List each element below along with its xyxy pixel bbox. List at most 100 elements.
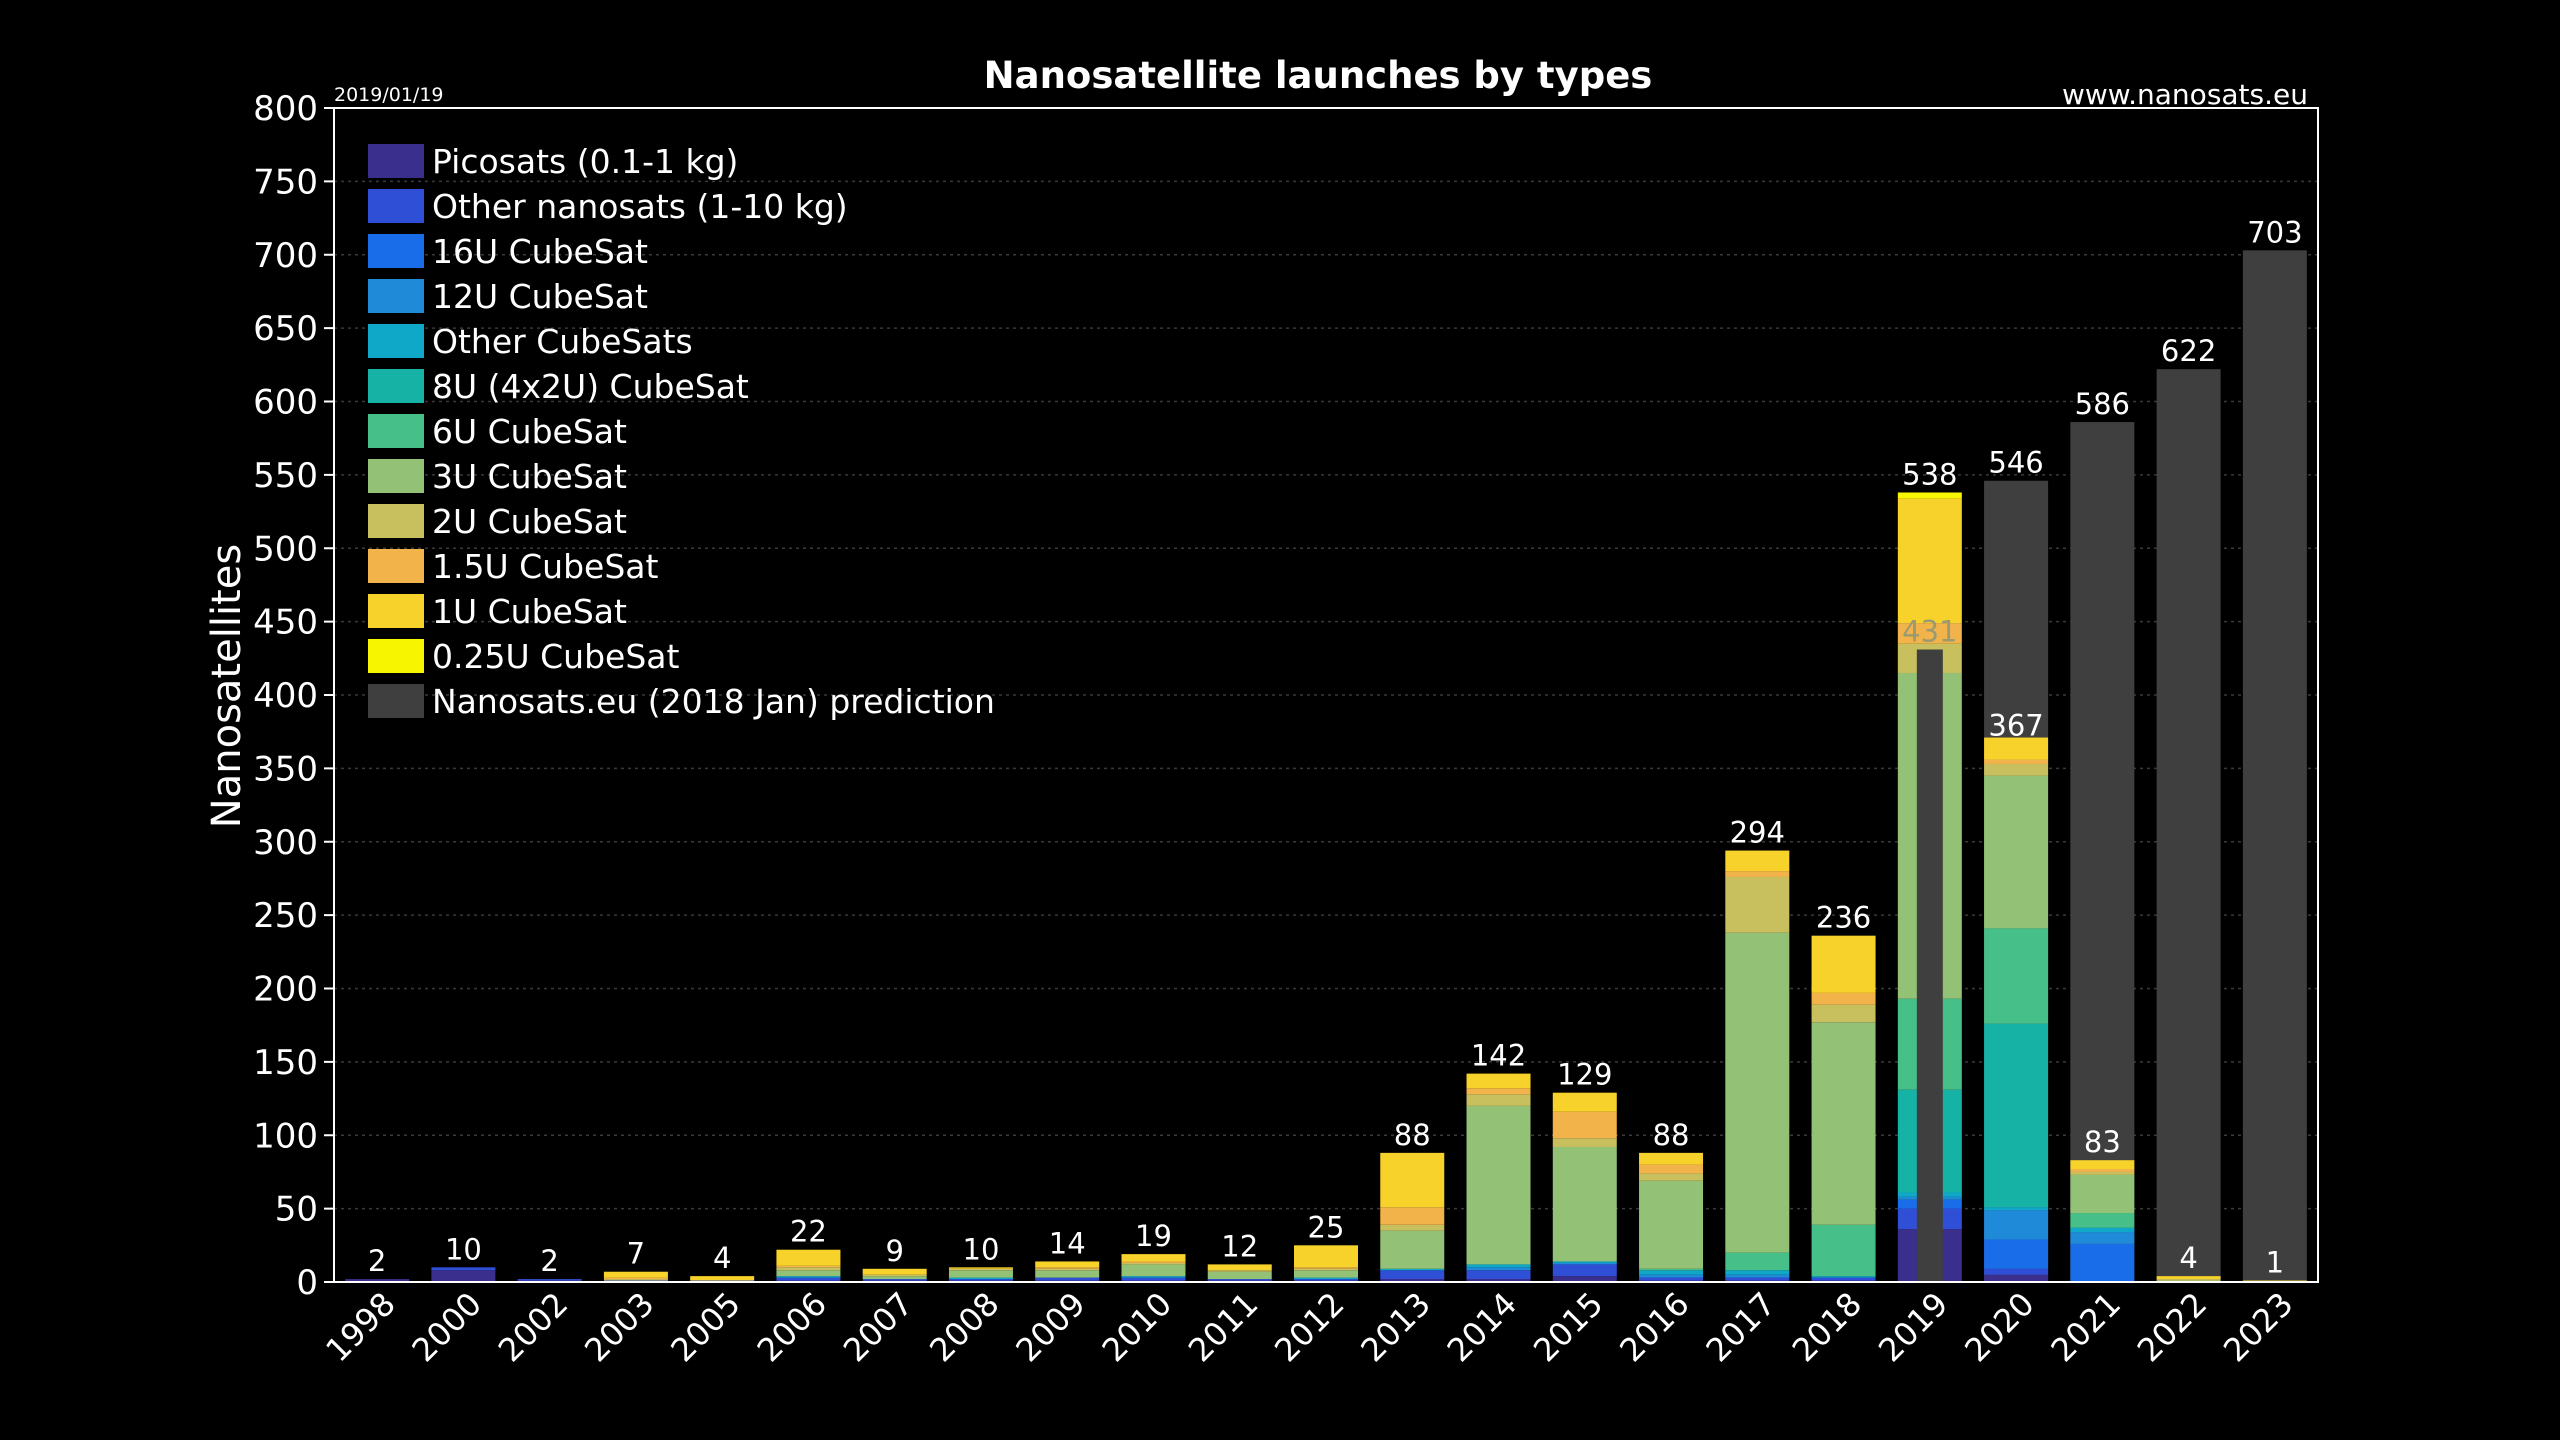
total-label: 88: [1653, 1118, 1690, 1152]
total-label: 22: [790, 1215, 827, 1249]
bar-segment: [1294, 1279, 1358, 1281]
bar-segment: [2070, 1227, 2135, 1233]
x-tick-label: 2016: [1612, 1285, 1696, 1369]
bar-segment: [1811, 1224, 1876, 1277]
bar-segment: [862, 1274, 927, 1277]
bar-segment: [1035, 1268, 1100, 1271]
bar-segment: [1035, 1267, 1100, 1269]
chart-source: www.nanosats.eu: [2062, 78, 2308, 111]
legend-label: 6U CubeSat: [432, 412, 627, 451]
legend-label: 12U CubeSat: [432, 277, 648, 316]
x-tick-label: 2020: [1957, 1285, 2041, 1369]
bar-segment: [1552, 1138, 1617, 1147]
x-tick-label: 2022: [2130, 1285, 2214, 1369]
total-label: 2: [368, 1244, 386, 1278]
bar-segment: [1466, 1105, 1531, 1265]
total-label: 12: [1221, 1229, 1258, 1263]
legend: Picosats (0.1-1 kg) Other nanosats (1-10 …: [368, 142, 995, 721]
bar-segment: [1466, 1270, 1531, 1280]
prediction-label: 546: [1988, 446, 2043, 480]
prediction-bar: [2156, 369, 2221, 1283]
y-tick-label: 650: [253, 309, 318, 349]
bar-segment: [431, 1270, 496, 1282]
bar-segment: [1984, 1023, 2049, 1208]
x-tick-label: 2015: [1526, 1285, 1610, 1369]
bar-segment: [2156, 1279, 2221, 1281]
bar-segment: [1380, 1152, 1445, 1208]
total-label: 236: [1816, 901, 1871, 935]
bar-segment: [1639, 1268, 1704, 1271]
x-tick-label: 2021: [2044, 1285, 2128, 1369]
bar-segment: [2156, 1276, 2221, 1280]
bar-segment: [1639, 1173, 1704, 1181]
legend-swatch: [368, 324, 424, 358]
bar-segment: [1294, 1277, 1358, 1280]
bar-segment: [1121, 1264, 1186, 1277]
legend-swatch: [368, 549, 424, 583]
x-tick-label: 2002: [491, 1285, 575, 1369]
legend-label: 1U CubeSat: [432, 592, 627, 631]
bar-segment: [1380, 1230, 1445, 1269]
bar-segment: [1984, 1210, 2049, 1240]
bar-segment: [1811, 1022, 1876, 1225]
bar-segment: [1552, 1111, 1617, 1139]
y-tick-label: 600: [253, 383, 318, 423]
prediction-bar: [2242, 250, 2307, 1282]
legend-label: Other nanosats (1-10 kg): [432, 187, 848, 226]
bar-segment: [948, 1279, 1013, 1281]
total-label: 294: [1730, 816, 1785, 850]
y-tick-label: 50: [275, 1190, 318, 1230]
y-tick-label: 500: [253, 529, 318, 569]
bar-segment: [1294, 1245, 1358, 1268]
bar-segment: [1984, 1268, 2049, 1275]
bar-segment: [690, 1276, 755, 1281]
bar-segment: [1811, 1276, 1876, 1278]
y-tick-label: 250: [253, 896, 318, 936]
y-tick-label: 100: [253, 1116, 318, 1156]
legend-label: 0.25U CubeSat: [432, 637, 679, 676]
x-tick-label: 2017: [1699, 1285, 1783, 1369]
y-tick-label: 150: [253, 1043, 318, 1083]
legend-swatch: [368, 594, 424, 628]
total-label: 2: [540, 1244, 558, 1278]
bar-segment: [1897, 623, 1962, 644]
y-tick-label: 450: [253, 603, 318, 643]
bar-segment: [1121, 1254, 1186, 1262]
bar-segment: [603, 1279, 668, 1281]
total-label: 142: [1471, 1039, 1526, 1073]
bar-segment: [1811, 1004, 1876, 1023]
bar-segment: [1725, 876, 1790, 933]
legend-label: Nanosats.eu (2018 Jan) prediction: [432, 682, 995, 721]
bar-segment: [1984, 759, 2049, 764]
bar-segment: [948, 1277, 1013, 1280]
bar-segment: [776, 1270, 841, 1277]
bar-segment: [862, 1279, 927, 1281]
bar-segment: [776, 1267, 841, 1271]
prediction-label: 431: [1902, 615, 1957, 649]
bar-segment: [776, 1277, 841, 1281]
total-label: 10: [963, 1232, 1000, 1266]
bar-segment: [1725, 850, 1790, 872]
bar-segment: [948, 1267, 1013, 1269]
bar-segment: [776, 1276, 841, 1278]
bar-segment: [1984, 737, 2049, 760]
bar-segment: [1294, 1267, 1358, 1269]
legend-swatch: [368, 189, 424, 223]
bar-segment: [1811, 992, 1876, 1005]
x-tick-label: 2012: [1267, 1285, 1351, 1369]
bar-segment: [1294, 1268, 1358, 1271]
bar-segment: [1552, 1262, 1617, 1265]
bar-segment: [1552, 1146, 1617, 1262]
legend-swatch: [368, 684, 424, 718]
bar-segment: [2070, 1213, 2135, 1228]
legend-label: 16U CubeSat: [432, 232, 648, 271]
x-tick-label: 2010: [1095, 1285, 1179, 1369]
total-label: 88: [1394, 1118, 1431, 1152]
bar-segment: [948, 1270, 1013, 1278]
bar-segment: [948, 1268, 1013, 1271]
bar-segment: [603, 1271, 668, 1278]
total-label: 4: [2179, 1241, 2197, 1275]
bar-segment: [1466, 1279, 1531, 1282]
legend-swatch: [368, 279, 424, 313]
bar-segment: [1552, 1264, 1617, 1277]
